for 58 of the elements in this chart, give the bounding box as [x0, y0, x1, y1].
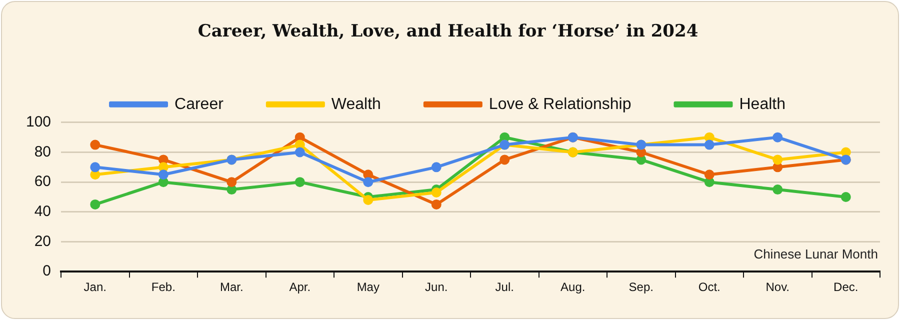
- point: [158, 154, 168, 165]
- point: [636, 154, 646, 165]
- point: [772, 154, 783, 165]
- legend-label: Health: [739, 96, 786, 113]
- point: [704, 140, 714, 150]
- point: [294, 177, 305, 188]
- x-tick-label: Sep.: [628, 280, 654, 294]
- y-tick-label: 0: [42, 262, 52, 280]
- point: [704, 132, 714, 142]
- x-tick-label: Jul.: [495, 280, 514, 294]
- point: [500, 154, 510, 165]
- x-tick-label: Oct.: [698, 280, 720, 294]
- point: [840, 192, 851, 202]
- y-tick-label: 40: [34, 203, 52, 220]
- point: [294, 140, 305, 150]
- point: [363, 170, 374, 180]
- point: [158, 162, 168, 172]
- point: [226, 184, 237, 195]
- point: [363, 177, 374, 188]
- y-tick-label: 100: [26, 114, 52, 131]
- point: [431, 199, 442, 210]
- point: [363, 194, 374, 205]
- x-tick-label: Jun.: [425, 280, 448, 294]
- point: [90, 170, 100, 180]
- x-tick-label: Feb.: [151, 280, 176, 294]
- point: [636, 147, 646, 158]
- point: [226, 177, 237, 188]
- point: [772, 132, 783, 142]
- point: [704, 177, 714, 188]
- point: [431, 162, 442, 172]
- point: [772, 184, 783, 195]
- point: [294, 132, 305, 142]
- point: [158, 177, 168, 188]
- y-tick-label: 60: [34, 173, 52, 190]
- point: [90, 162, 100, 172]
- point: [158, 170, 168, 180]
- x-tick-label: Jan.: [84, 280, 106, 294]
- legend-label: Career: [174, 96, 224, 113]
- x-tick-label: Nov.: [766, 280, 790, 294]
- point: [90, 199, 100, 210]
- x-tick-label: Mar.: [220, 280, 244, 294]
- x-tick-label: Apr.: [289, 280, 311, 294]
- point: [840, 147, 851, 158]
- point: [500, 132, 510, 142]
- point: [431, 188, 442, 198]
- x-tick-label: Dec.: [834, 280, 858, 294]
- legend-label: Love & Relationship: [488, 96, 632, 113]
- point: [772, 162, 783, 172]
- y-tick-label: 20: [34, 232, 52, 250]
- point: [294, 147, 305, 158]
- x-tick-label: May: [356, 280, 380, 294]
- x-axis-title: Chinese Lunar Month: [754, 246, 878, 262]
- legend-label: Wealth: [331, 96, 381, 113]
- point: [90, 140, 100, 150]
- x-tick-label: Aug.: [560, 280, 586, 294]
- chart-title: Career, Wealth, Love, and Health for ‘Horse’ in 2024: [198, 22, 698, 42]
- point: [704, 170, 714, 180]
- y-tick-label: 80: [34, 143, 52, 160]
